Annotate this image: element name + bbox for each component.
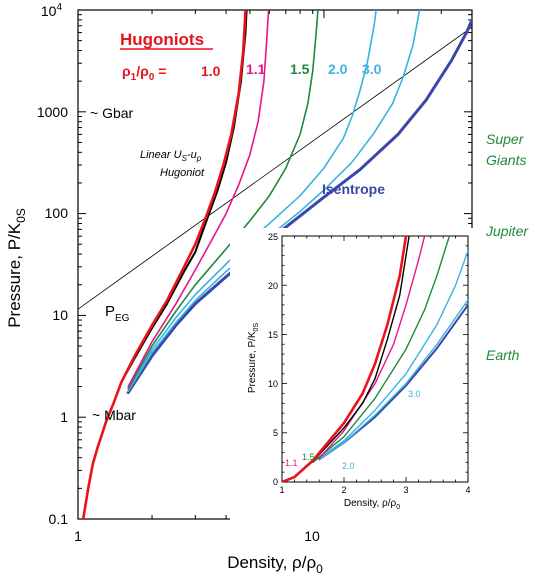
y-tick-label-0.1: 0.1 — [49, 511, 69, 527]
main-series-line-P — [78, 26, 472, 310]
main-series-line-1.0 — [81, 10, 247, 519]
series-label-1.5: 1.5 — [290, 61, 310, 77]
inset-chart: 0 5 10 15 20 25 1 2 3 4 Density, ρ/ρ0 Pr… — [230, 228, 478, 528]
y-tick-label-100: 100 — [45, 205, 69, 221]
x-tick-label-1: 1 — [74, 528, 82, 544]
mbar-label: ~ Mbar — [92, 407, 136, 423]
main-series-line-Isentrope — [126, 18, 472, 394]
ratio-label: ρ1/ρ0 = — [122, 63, 166, 83]
inset-y-axis-title: Pressure, P/K0S — [247, 323, 260, 394]
series-label-2.0: 2.0 — [328, 61, 348, 77]
inset-label-2.0: 2.0 — [342, 461, 355, 471]
x-axis-title: Density, ρ/ρ0 — [227, 553, 323, 576]
peg-label: PEG — [105, 303, 130, 324]
inset-plot-frame — [281, 235, 469, 483]
y-axis-title: Pressure, P/K0S — [5, 208, 28, 328]
series-label-3.0: 3.0 — [362, 61, 382, 77]
gbar-label: ~ Gbar — [90, 105, 134, 121]
inset-series-line-1.1 — [318, 236, 426, 460]
main-series-line-2.0 — [127, 10, 377, 393]
series-label-1.1: 1.1 — [246, 61, 266, 77]
linear-hugoniot-label-1: Linear US-up — [140, 149, 202, 163]
inset-y-tick-0: 0 — [273, 477, 278, 487]
main-series-group — [78, 10, 472, 519]
linear-hugoniot-label-2: Hugoniot — [160, 167, 205, 179]
y-tick-label-10: 10 — [52, 307, 68, 323]
inset-label-3.0: 3.0 — [408, 389, 421, 399]
y-tick-label-1000: 1000 — [37, 104, 68, 120]
inset-x-tick-2: 2 — [341, 485, 346, 495]
isentrope-label: Isentrope — [322, 181, 385, 197]
inset-series-line-2.0 — [318, 250, 468, 460]
super-giants-label-2: Giants — [486, 152, 526, 168]
jupiter-label: Jupiter — [485, 223, 529, 239]
earth-label: Earth — [486, 347, 520, 363]
super-giants-label-1: Super — [486, 131, 525, 147]
inset-background — [230, 228, 478, 528]
inset-series-group — [282, 236, 468, 482]
x-tick-label-10: 10 — [304, 528, 320, 544]
inset-y-tick-25: 25 — [268, 232, 278, 242]
inset-x-tick-1: 1 — [279, 485, 284, 495]
inset-x-tick-3: 3 — [403, 485, 408, 495]
inset-x-axis-title: Density, ρ/ρ0 — [344, 498, 400, 511]
series-label-1.0: 1.0 — [201, 63, 221, 79]
y-tick-label-1: 1 — [60, 409, 68, 425]
inset-label-1.5: 1.5 — [302, 452, 315, 462]
y-tick-label-10000: 104 — [41, 2, 63, 19]
legend-title: Hugoniots — [120, 30, 204, 49]
planet-labels: Super Giants Jupiter Earth — [485, 131, 529, 363]
inset-y-tick-10: 10 — [268, 379, 278, 389]
inset-label-1.1: 1.1 — [285, 458, 298, 468]
main-series-line-3.0 — [127, 10, 421, 393]
inset-series-line-3.0 — [318, 299, 468, 461]
main-series-line-1.5 — [127, 10, 319, 390]
inset-y-tick-15: 15 — [268, 330, 278, 340]
inset-x-tick-4: 4 — [465, 485, 470, 495]
inset-series-line-1.0 — [282, 236, 408, 482]
inset-y-tick-20: 20 — [268, 281, 278, 291]
main-series-line-1.1 — [127, 10, 270, 388]
inset-series-line-1.5 — [312, 236, 451, 463]
inset-y-tick-5: 5 — [273, 428, 278, 438]
